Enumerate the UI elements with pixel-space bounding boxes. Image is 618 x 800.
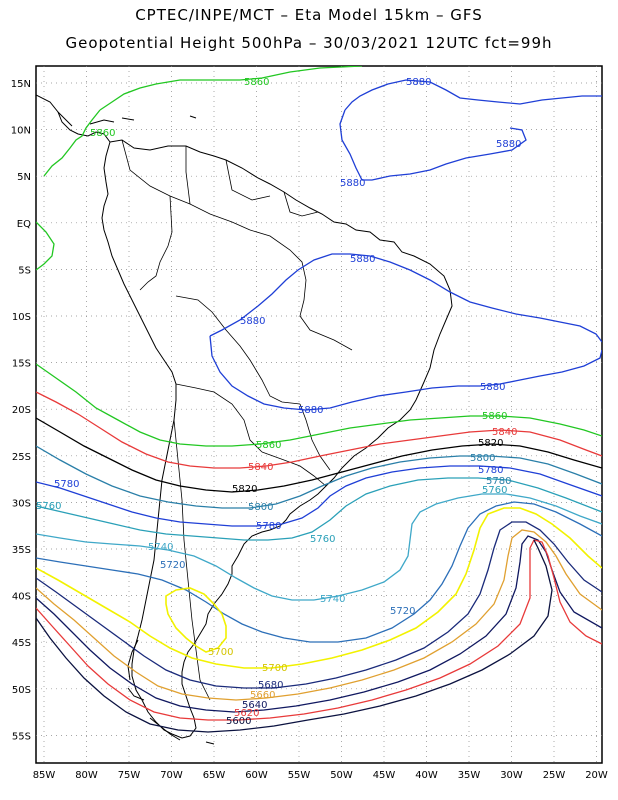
contour-5840 bbox=[36, 391, 602, 469]
lat-tick-label: 5S bbox=[18, 265, 31, 276]
contour-label-5640: 5640 bbox=[242, 700, 267, 711]
country-borders bbox=[121, 139, 353, 701]
contour-label-5800: 5800 bbox=[470, 453, 495, 464]
contour-5660 bbox=[36, 529, 602, 701]
contour-label-5620: 5620 bbox=[234, 708, 259, 719]
contour-5680 bbox=[36, 521, 602, 689]
contour-5820 bbox=[36, 417, 602, 493]
contour-5760 bbox=[36, 477, 602, 541]
contour-label-5760: 5760 bbox=[36, 501, 61, 512]
lon-tick-label: 75W bbox=[118, 770, 141, 781]
contour-label-5860: 5860 bbox=[256, 440, 281, 451]
contour-label-5600: 5600 bbox=[226, 716, 251, 727]
contour-label-5780: 5780 bbox=[478, 465, 503, 476]
lon-tick-label: 80W bbox=[75, 770, 98, 781]
contour-label-5880: 5880 bbox=[350, 254, 375, 265]
lat-tick-label: 15S bbox=[12, 359, 31, 370]
contour-label-5780: 5780 bbox=[54, 479, 79, 490]
map-title-line2: Geopotential Height 500hPa – 30/03/2021 … bbox=[65, 34, 553, 52]
contour-label-5860: 5860 bbox=[482, 411, 507, 422]
lat-tick-label: 10N bbox=[11, 126, 31, 137]
contour-label-5860: 5860 bbox=[90, 128, 115, 139]
lat-tick-label: 25S bbox=[12, 452, 31, 463]
lon-tick-label: 30W bbox=[500, 770, 523, 781]
contour-label-5700: 5700 bbox=[208, 647, 233, 658]
lat-tick-label: 50S bbox=[12, 685, 31, 696]
contour-label-5880: 5880 bbox=[240, 316, 265, 327]
lon-tick-label: 50W bbox=[330, 770, 353, 781]
contour-label-5760: 5760 bbox=[482, 485, 507, 496]
contour-label-5780: 5780 bbox=[486, 476, 511, 487]
lon-tick-label: 85W bbox=[33, 770, 56, 781]
lat-tick-label: 40S bbox=[12, 592, 31, 603]
lon-tick-label: 25W bbox=[543, 770, 566, 781]
lon-tick-label: 35W bbox=[458, 770, 481, 781]
contour-5620 bbox=[36, 539, 602, 721]
contour-labels: 5880 5880 5880 5880 5880 5880 5880 5860 … bbox=[36, 77, 521, 727]
plot-frame bbox=[35, 65, 603, 764]
contour-5700 bbox=[36, 507, 602, 669]
lat-tick-label: 10S bbox=[12, 312, 31, 323]
latitude-labels: 15N 10N 5N EQ 5S 10S 15S 20S 25S 30S 35S 40S 45S 50S 5… bbox=[11, 79, 31, 742]
longitude-labels: 85W 80W 75W 70W 65W 60W 55W 50W 45W 40W 35W 30W 25W 2… bbox=[33, 770, 608, 781]
contour-5600 bbox=[36, 539, 553, 733]
contour-label-5740: 5740 bbox=[148, 542, 173, 553]
contour-label-5840: 5840 bbox=[248, 462, 273, 473]
map-title-line1: CPTEC/INPE/MCT – Eta Model 15km – GFS bbox=[135, 6, 483, 24]
contour-5780 bbox=[36, 465, 602, 527]
lat-tick-label: 15N bbox=[11, 79, 31, 90]
lon-tick-label: 70W bbox=[160, 770, 183, 781]
contour-label-5800: 5800 bbox=[248, 502, 273, 513]
contour-label-5880: 5880 bbox=[406, 77, 431, 88]
contour-label-5760: 5760 bbox=[310, 534, 335, 545]
contour-label-5680: 5680 bbox=[258, 680, 283, 691]
contour-label-5880: 5880 bbox=[298, 405, 323, 416]
contour-5640 bbox=[36, 535, 602, 713]
contour-label-5720: 5720 bbox=[390, 606, 415, 617]
lat-tick-label: 45S bbox=[12, 638, 31, 649]
contour-label-5880: 5880 bbox=[480, 382, 505, 393]
lon-tick-label: 55W bbox=[288, 770, 311, 781]
lat-tick-label: EQ bbox=[17, 219, 31, 230]
contour-5800 bbox=[36, 445, 602, 509]
lon-tick-label: 60W bbox=[245, 770, 268, 781]
contour-label-5740: 5740 bbox=[320, 594, 345, 605]
contour-label-5860: 5860 bbox=[244, 77, 269, 88]
lat-tick-label: 30S bbox=[12, 498, 31, 509]
lon-tick-label: 40W bbox=[415, 770, 438, 781]
lat-tick-label: 5N bbox=[17, 172, 31, 183]
contour-label-5820: 5820 bbox=[478, 438, 503, 449]
contour-label-5880: 5880 bbox=[340, 178, 365, 189]
contour-label-5660: 5660 bbox=[250, 690, 275, 701]
lat-tick-label: 35S bbox=[12, 545, 31, 556]
lat-tick-label: 20S bbox=[12, 405, 31, 416]
contour-5880 bbox=[209, 79, 602, 411]
contour-label-5780: 5780 bbox=[256, 521, 281, 532]
contour-label-5840: 5840 bbox=[492, 427, 517, 438]
contour-5860 bbox=[36, 66, 602, 447]
lon-tick-label: 20W bbox=[585, 770, 608, 781]
contour-5740 bbox=[36, 493, 602, 601]
lon-tick-label: 65W bbox=[203, 770, 226, 781]
contour-label-5820: 5820 bbox=[232, 484, 257, 495]
contour-label-5880: 5880 bbox=[496, 139, 521, 150]
coastline bbox=[36, 94, 453, 745]
contour-label-5700: 5700 bbox=[262, 663, 287, 674]
contour-5720 bbox=[36, 501, 602, 643]
contour-label-5720: 5720 bbox=[160, 560, 185, 571]
lon-tick-label: 45W bbox=[373, 770, 396, 781]
lat-tick-label: 55S bbox=[12, 731, 31, 742]
